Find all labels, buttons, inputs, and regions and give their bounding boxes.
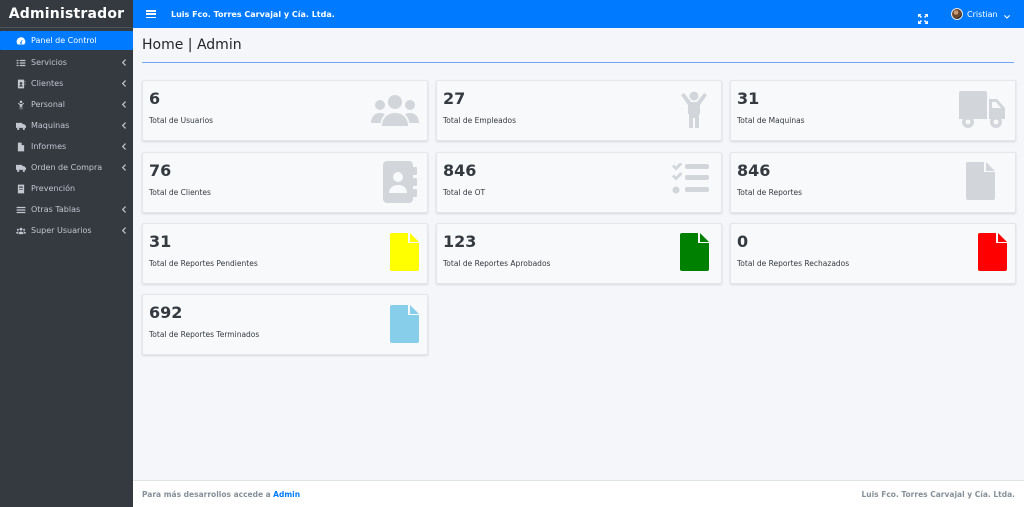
stat-card-maquinas[interactable]: 31 Total de Maquinas — [730, 80, 1016, 141]
sidebar-item-label: Informes — [31, 142, 67, 151]
stat-card-reportes-aprobados[interactable]: 123 Total de Reportes Aprobados — [436, 223, 722, 284]
user-menu[interactable]: Cristian — [951, 7, 1010, 21]
sidebar: Administrador Panel de Control Servicios… — [0, 0, 133, 507]
footer-company: Luis Fco. Torres Carvajal y Cía. Ltda. — [861, 489, 1015, 499]
stat-value: 31 — [149, 232, 172, 251]
sidebar-item-panel-de-control[interactable]: Panel de Control — [0, 31, 133, 50]
file-icon — [966, 162, 995, 204]
stat-card-reportes-terminados[interactable]: 692 Total de Reportes Terminados — [142, 294, 428, 355]
stat-value: 692 — [149, 303, 183, 322]
stat-label: Total de Maquinas — [737, 116, 805, 125]
bars-icon — [15, 205, 26, 215]
chevron-down-icon — [1003, 5, 1010, 24]
footer: Para más desarrollos accede a Admin Luis… — [133, 480, 1024, 507]
footer-admin-link[interactable]: Admin — [273, 489, 301, 499]
truck-icon — [15, 121, 26, 131]
stat-label: Total de Reportes — [737, 188, 803, 197]
fullscreen-icon[interactable] — [918, 9, 928, 24]
avatar — [951, 8, 963, 20]
sidebar-item-label: Panel de Control — [31, 36, 97, 45]
tachometer-icon — [15, 36, 26, 46]
chevron-left-icon — [121, 59, 127, 67]
sidebar-item-personal[interactable]: Personal — [0, 94, 133, 115]
file-icon — [390, 233, 419, 275]
chevron-left-icon — [121, 101, 127, 109]
chevron-left-icon — [121, 206, 127, 214]
stat-value: 0 — [737, 232, 749, 251]
address-book-icon — [15, 79, 26, 89]
stat-value: 31 — [737, 89, 760, 108]
menu-toggle-icon[interactable] — [146, 10, 156, 18]
user-name: Cristian — [967, 9, 998, 19]
chevron-left-icon — [121, 80, 127, 88]
main-content: Home | Admin 6 Total de Usuarios 27 Tota… — [133, 28, 1024, 480]
sidebar-item-servicios[interactable]: Servicios — [0, 52, 133, 73]
sidebar-item-label: Clientes — [31, 79, 64, 88]
sidebar-item-label: Servicios — [31, 58, 67, 67]
sidebar-item-informes[interactable]: Informes — [0, 136, 133, 157]
sidebar-item-super-usuarios[interactable]: Super Usuarios — [0, 220, 133, 241]
sidebar-item-label: Otras Tablas — [31, 205, 81, 214]
sidebar-item-otras-tablas[interactable]: Otras Tablas — [0, 199, 133, 220]
stat-card-reportes-rechazados[interactable]: 0 Total de Reportes Rechazados — [730, 223, 1016, 284]
footer-text: Para más desarrollos accede a — [142, 489, 271, 499]
sidebar-item-maquinas[interactable]: Maquinas — [0, 115, 133, 136]
stat-label: Total de Usuarios — [149, 116, 214, 125]
sidebar-item-label: Maquinas — [31, 121, 70, 130]
sidebar-item-label: Orden de Compra — [31, 163, 103, 172]
stat-label: Total de Reportes Rechazados — [737, 259, 850, 268]
person-icon — [15, 100, 26, 110]
sidebar-nav: Panel de Control Servicios Clientes Pers… — [0, 28, 133, 241]
sidebar-item-orden-de-compra[interactable]: Orden de Compra — [0, 157, 133, 178]
stat-label: Total de Clientes — [149, 188, 211, 197]
chevron-left-icon — [121, 143, 127, 151]
file-icon — [15, 142, 26, 152]
sidebar-item-prevencion[interactable]: Prevención — [0, 178, 133, 199]
stat-card-usuarios[interactable]: 6 Total de Usuarios — [142, 80, 428, 141]
top-navbar: Luis Fco. Torres Carvajal y Cía. Ltda. C… — [133, 0, 1024, 28]
page-title: Home | Admin — [142, 37, 242, 53]
stat-card-reportes-pendientes[interactable]: 31 Total de Reportes Pendientes — [142, 223, 428, 284]
sidebar-item-label: Personal — [31, 100, 66, 109]
stat-label: Total de Reportes Pendientes — [149, 259, 258, 268]
brand-text: Administrador — [8, 5, 125, 22]
stat-value: 123 — [443, 232, 477, 251]
stat-card-ot[interactable]: 846 Total de OT — [436, 152, 722, 213]
users-icon — [371, 93, 419, 131]
stat-value: 27 — [443, 89, 466, 108]
truck-icon — [15, 163, 26, 173]
footer-left: Para más desarrollos accede a Admin — [142, 490, 300, 499]
stat-value: 846 — [737, 161, 771, 180]
title-divider — [142, 62, 1014, 63]
stat-card-clientes[interactable]: 76 Total de Clientes — [142, 152, 428, 213]
list-icon — [15, 58, 26, 68]
stat-value: 76 — [149, 161, 172, 180]
chevron-left-icon — [121, 227, 127, 235]
stat-label: Total de Reportes Terminados — [149, 330, 260, 339]
stat-label: Total de Reportes Aprobados — [443, 259, 551, 268]
child-icon — [679, 91, 709, 133]
stat-value: 6 — [149, 89, 161, 108]
file-icon — [978, 233, 1007, 275]
address-book-icon — [383, 161, 417, 207]
book-icon — [15, 184, 26, 194]
sidebar-item-label: Prevención — [31, 184, 76, 193]
stat-label: Total de Empleados — [443, 116, 517, 125]
stat-card-reportes[interactable]: 846 Total de Reportes — [730, 152, 1016, 213]
chevron-left-icon — [121, 122, 127, 130]
users-icon — [15, 226, 26, 236]
tasks-icon — [671, 162, 709, 199]
stat-card-empleados[interactable]: 27 Total de Empleados — [436, 80, 722, 141]
brand-link[interactable]: Administrador — [0, 0, 133, 28]
file-icon — [390, 305, 419, 347]
stat-label: Total de OT — [443, 188, 486, 197]
chevron-left-icon — [121, 164, 127, 172]
company-name: Luis Fco. Torres Carvajal y Cía. Ltda. — [171, 9, 335, 19]
file-icon — [680, 233, 709, 275]
sidebar-item-clientes[interactable]: Clientes — [0, 73, 133, 94]
sidebar-item-label: Super Usuarios — [31, 226, 92, 235]
stat-value: 846 — [443, 161, 477, 180]
truck-icon — [959, 91, 1005, 133]
